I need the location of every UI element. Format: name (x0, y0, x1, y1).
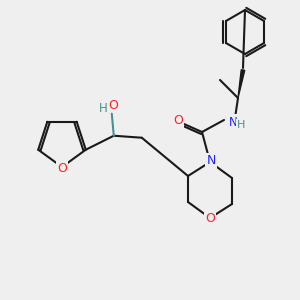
Text: O: O (173, 115, 183, 128)
Polygon shape (238, 70, 245, 98)
Text: H: H (237, 120, 245, 130)
Text: N: N (229, 116, 237, 128)
Text: O: O (57, 161, 67, 175)
Text: H: H (98, 102, 107, 115)
Text: N: N (206, 154, 216, 167)
Text: O: O (205, 212, 215, 226)
Text: O: O (108, 99, 118, 112)
